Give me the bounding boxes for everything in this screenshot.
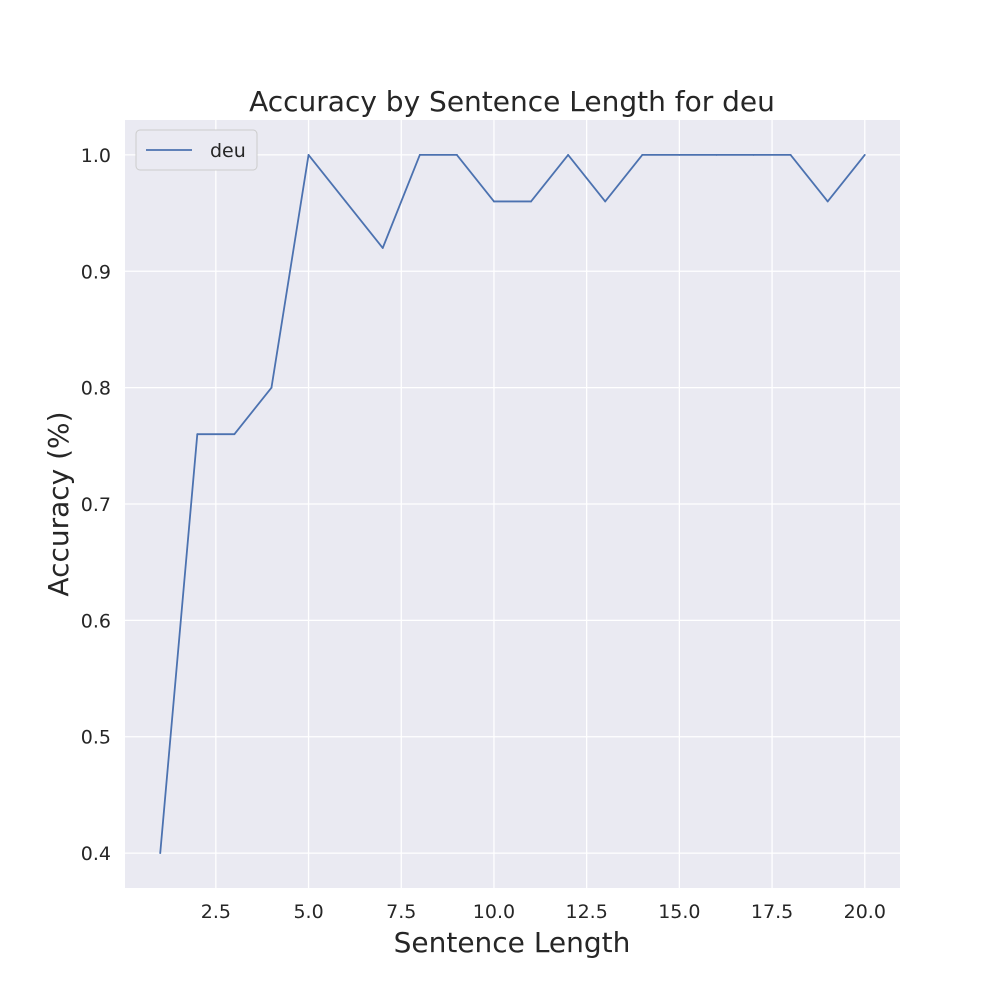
data-point — [752, 154, 755, 156]
y-axis-title: Accuracy (%) — [42, 411, 75, 596]
data-point — [715, 154, 718, 156]
data-point — [863, 154, 866, 156]
y-tick-label: 0.5 — [81, 727, 111, 749]
legend-label-deu: deu — [210, 140, 246, 162]
x-tick-label: 2.5 — [201, 901, 231, 923]
y-tick-label: 1.0 — [81, 145, 111, 167]
y-tick-label: 0.9 — [81, 261, 111, 283]
data-point — [270, 386, 273, 389]
x-tick-labels: 2.5 5.0 7.5 10.0 12.5 15.0 17.5 20.0 — [201, 901, 886, 923]
grid-lines — [125, 120, 900, 888]
data-point — [233, 433, 236, 436]
data-point — [381, 247, 384, 249]
data-point — [344, 200, 347, 203]
y-tick-label: 0.4 — [81, 843, 111, 865]
data-point — [678, 154, 681, 156]
y-tick-label: 0.7 — [81, 494, 111, 516]
x-tick-label: 15.0 — [658, 901, 700, 923]
data-point — [493, 200, 495, 203]
data-point — [159, 852, 162, 854]
y-tick-label: 0.6 — [81, 610, 111, 632]
x-tick-label: 7.5 — [386, 901, 416, 923]
x-tick-label: 17.5 — [751, 901, 793, 923]
data-point — [455, 154, 458, 156]
data-point — [307, 154, 310, 156]
series-line-deu — [159, 154, 866, 854]
series-layer — [159, 154, 866, 854]
legend: deu — [135, 129, 258, 171]
x-tick-label: 10.0 — [473, 901, 515, 923]
data-point — [530, 200, 532, 203]
y-tick-labels: 0.4 0.5 0.6 0.7 0.8 0.9 1.0 — [81, 145, 111, 865]
y-tick-label: 0.8 — [81, 378, 111, 400]
data-point — [418, 154, 421, 156]
data-point — [826, 200, 829, 203]
x-tick-label: 12.5 — [566, 901, 608, 923]
data-point — [641, 154, 644, 156]
data-point — [604, 200, 607, 203]
chart-title: Accuracy by Sentence Length for deu — [249, 85, 775, 118]
data-point — [196, 433, 199, 436]
x-axis-title: Sentence Length — [394, 926, 631, 959]
data-point — [789, 154, 792, 156]
x-tick-label: 5.0 — [293, 901, 323, 923]
legend-box — [135, 129, 258, 171]
data-point — [567, 154, 570, 156]
x-tick-label: 20.0 — [844, 901, 886, 923]
